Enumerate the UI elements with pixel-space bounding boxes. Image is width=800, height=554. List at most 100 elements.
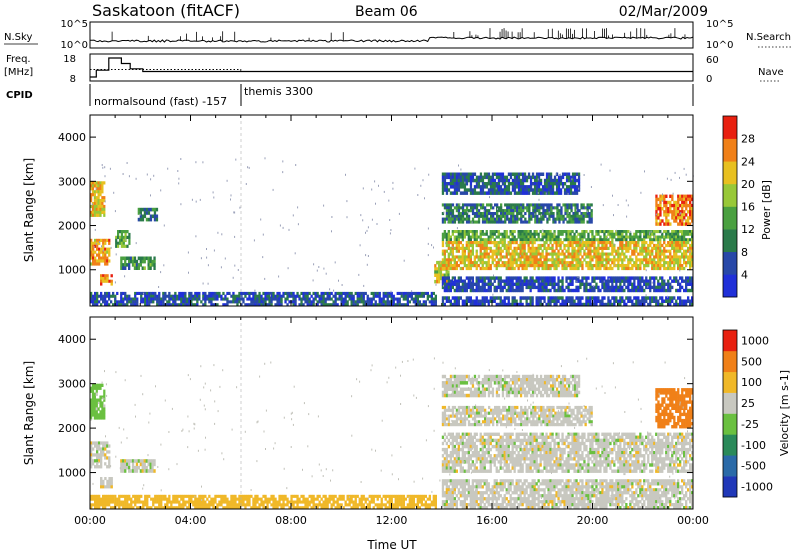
scatter-cell-6 xyxy=(360,297,363,301)
scatter-cell-11 xyxy=(643,246,646,250)
scatter-cell-6 xyxy=(152,297,155,301)
scatter-cell-4 xyxy=(102,506,105,510)
scatter-cell-12 xyxy=(641,285,644,290)
scatter-cell-10 xyxy=(675,235,678,239)
scatter-cell-9 xyxy=(558,220,561,224)
scatter-cell-13 xyxy=(589,299,592,303)
scatter-cell-1 xyxy=(108,450,111,454)
scatter-cell-11 xyxy=(659,255,662,259)
scatter-cell-10 xyxy=(639,235,642,239)
scatter-cell-11 xyxy=(685,261,688,265)
scatter-cell-6 xyxy=(362,303,365,307)
scatter-cell-11 xyxy=(543,241,546,245)
scatter-cell-11 xyxy=(663,246,666,250)
scatter-cell-6 xyxy=(412,297,415,301)
noise-dot xyxy=(260,218,262,221)
scatter-cell-1 xyxy=(108,253,111,257)
scatter-cell-11 xyxy=(599,266,602,271)
scatter-cell-13 xyxy=(521,302,524,307)
scatter-cell-6 xyxy=(92,300,95,304)
scatter-cell-11 xyxy=(637,243,640,248)
frequency-panel-frame xyxy=(89,53,694,82)
scatter-cell-1 xyxy=(108,250,111,254)
scatter-cell-11 xyxy=(489,241,492,245)
scatter-cell-6 xyxy=(400,303,403,307)
noise-dot xyxy=(207,282,209,285)
noise-dot xyxy=(195,200,197,203)
scatter-cell-2 xyxy=(100,477,103,481)
scatter-cell-13 xyxy=(501,299,504,303)
scatter-cell-12 xyxy=(529,282,532,286)
scatter-cell-10 xyxy=(673,230,676,234)
scatter-cell-4 xyxy=(114,503,117,507)
scatter-cell-13 xyxy=(501,302,504,307)
scatter-cell-4 xyxy=(172,497,175,501)
scatter-cell-11 xyxy=(607,252,610,256)
noise-dot xyxy=(602,204,604,207)
scatter-cell-9 xyxy=(514,209,517,213)
scatter-cell-11 xyxy=(633,243,636,248)
scatter-cell-11 xyxy=(647,243,650,248)
scatter-cell-11 xyxy=(659,243,662,248)
scatter-cell-4 xyxy=(120,500,123,504)
scatter-cell-10 xyxy=(549,238,552,242)
scatter-cell-11 xyxy=(547,264,550,268)
scatter-cell-6 xyxy=(398,291,401,295)
scatter-cell-9 xyxy=(590,214,593,218)
scatter-cell-13 xyxy=(455,296,458,300)
scatter-cell-6 xyxy=(286,303,289,307)
scatter-cell-14 xyxy=(675,203,678,208)
scatter-cell-9 xyxy=(484,209,487,213)
scatter-cell-11 xyxy=(659,252,662,256)
scatter-cell-6 xyxy=(370,303,373,307)
scatter-cell-14 xyxy=(665,200,668,205)
scatter-cell-9 xyxy=(500,209,503,213)
scatter-cell-7 xyxy=(436,276,439,281)
scatter-cell-6 xyxy=(344,303,347,307)
scatter-cell-11 xyxy=(577,266,580,271)
scatter-cell-12 xyxy=(611,288,614,293)
noise-dot xyxy=(460,168,462,171)
scatter-cell-12 xyxy=(449,285,452,290)
scatter-cell-14 xyxy=(657,207,660,211)
scatter-cell-6 xyxy=(132,297,135,301)
scatter-cell-11 xyxy=(683,252,686,256)
scatter-cell-1 xyxy=(96,465,99,469)
scatter-cell-12 xyxy=(629,276,632,280)
scatter-cell-11 xyxy=(495,241,498,245)
scatter-cell-6 xyxy=(120,300,123,304)
scatter-cell-11 xyxy=(611,258,614,262)
scatter-cell-9 xyxy=(552,212,555,216)
scatter-cell-6 xyxy=(358,300,361,304)
scatter-cell-12 xyxy=(645,282,648,286)
scatter-cell-6 xyxy=(402,291,405,295)
scatter-cell-12 xyxy=(537,288,540,293)
scatter-cell-12 xyxy=(527,282,530,286)
scatter-cell-6 xyxy=(392,303,395,307)
scatter-cell-9 xyxy=(576,214,579,218)
scatter-cell-9 xyxy=(506,217,509,221)
scatter-cell-12 xyxy=(541,285,544,290)
scatter-cell-0 xyxy=(99,190,102,194)
scatter-cell-12 xyxy=(461,288,464,293)
scatter-cell-11 xyxy=(503,255,506,259)
scatter-cell-9 xyxy=(572,217,575,221)
scatter-cell-14 xyxy=(691,216,694,220)
scatter-cell-6 xyxy=(388,300,391,304)
scatter-cell-8 xyxy=(459,175,463,180)
scatter-cell-11 xyxy=(619,255,622,259)
scatter-cell-11 xyxy=(619,243,622,248)
scatter-cell-9 xyxy=(568,214,571,218)
scatter-cell-13 xyxy=(585,296,588,300)
scatter-cell-6 xyxy=(90,300,93,304)
scatter-cell-12 xyxy=(499,285,502,290)
scatter-cell-11 xyxy=(675,252,678,256)
scatter-cell-6 xyxy=(324,300,327,304)
scatter-cell-11 xyxy=(579,252,582,256)
scatter-cell-11 xyxy=(657,252,660,256)
scatter-cell-6 xyxy=(134,300,137,304)
scatter-cell-11 xyxy=(687,241,690,245)
scatter-cell-0 xyxy=(99,184,102,188)
scatter-cell-12 xyxy=(515,288,518,293)
scatter-cell-10 xyxy=(529,238,532,242)
